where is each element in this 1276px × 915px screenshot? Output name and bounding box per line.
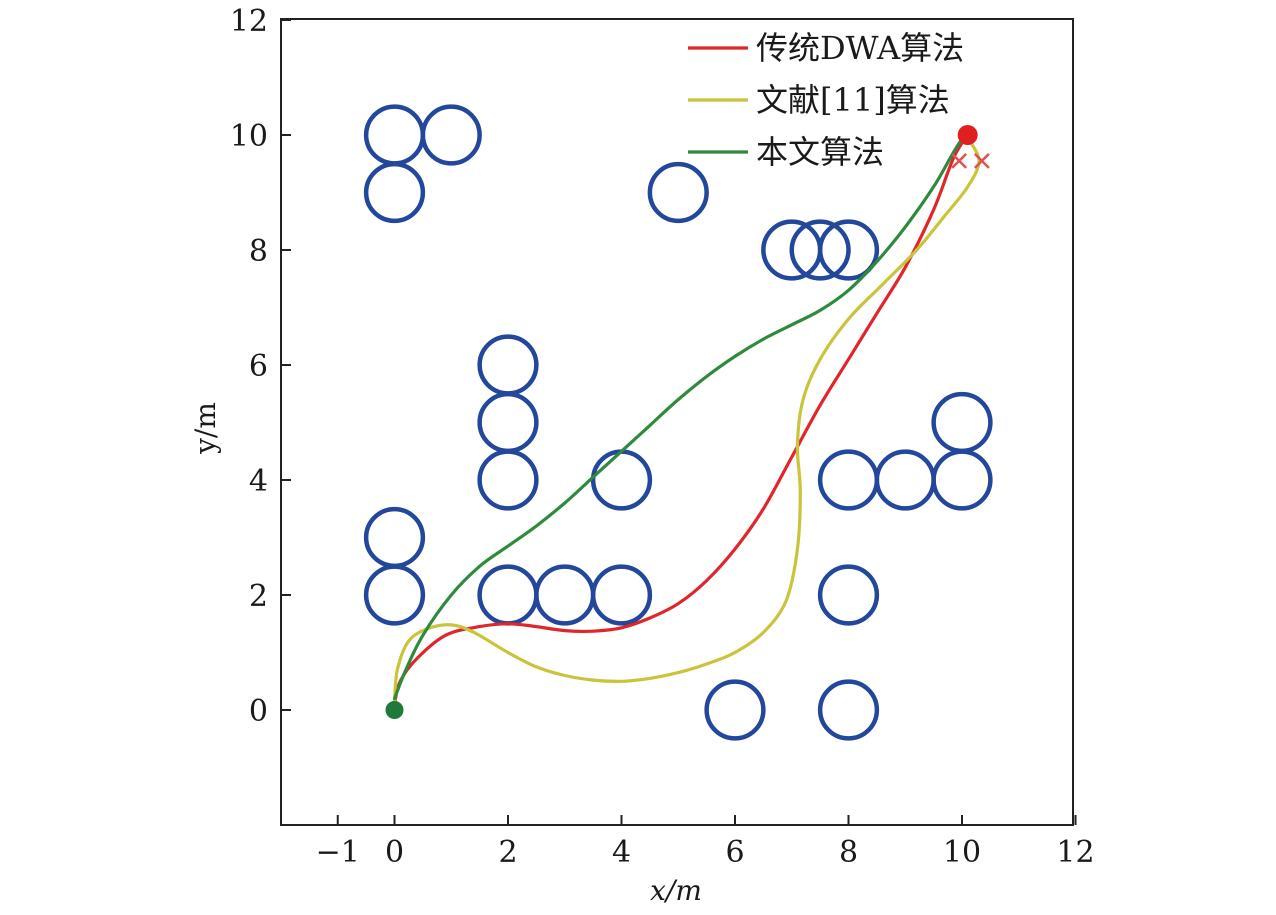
x-tick-label: 12	[1056, 835, 1094, 870]
x-axis-label: x/m	[650, 874, 702, 907]
obstacle-circle	[789, 219, 851, 281]
obstacle-circle	[420, 104, 482, 166]
y-tick-label: 0	[249, 694, 268, 729]
axis-ticks	[281, 19, 1077, 825]
obstacle-circle	[590, 449, 653, 511]
y-tick-label: 6	[249, 349, 268, 384]
path-layer	[392, 133, 981, 706]
legend-label: 传统DWA算法	[756, 29, 964, 67]
plot-frame	[280, 18, 1074, 826]
obstacle-circle	[477, 449, 539, 511]
y-tick-label: 2	[249, 579, 268, 614]
y-tick-label: 10	[230, 119, 268, 154]
y-tick-label: 4	[249, 464, 268, 499]
obstacle-circle	[363, 506, 426, 569]
obstacle-circle	[590, 564, 653, 626]
obstacle-circle	[931, 449, 993, 511]
obstacle-circle	[817, 449, 880, 511]
goal-cross-marker	[973, 152, 990, 169]
legend-label: 本文算法	[756, 133, 884, 171]
x-tick-label: 0	[385, 835, 404, 870]
obstacle-circle	[931, 391, 993, 454]
obstacle-circle	[817, 679, 880, 741]
series-line-2	[392, 136, 981, 703]
x-tick-label: 8	[839, 835, 858, 870]
x-tick-label: 10	[943, 835, 981, 870]
obstacle-circle	[477, 391, 539, 454]
y-tick-label: 12	[230, 4, 268, 39]
axis-tick-labels: −1 0 2 4 6 8 10 12 0 2 4 6 8 10 12	[230, 4, 1095, 870]
obstacle-circle	[477, 334, 539, 396]
legend-label: 文献[11]算法	[756, 81, 950, 119]
series-line-3	[392, 133, 967, 701]
obstacle-circle	[477, 564, 539, 626]
obstacle-circle	[363, 161, 426, 224]
obstacle-circle	[817, 564, 880, 626]
obstacle-circle	[874, 449, 936, 511]
obstacle-circle	[647, 161, 709, 224]
obstacle-circle	[363, 564, 426, 626]
goal-cross-marker	[951, 152, 968, 169]
y-tick-label: 8	[249, 234, 268, 269]
start-marker	[385, 701, 404, 719]
obstacle-circle	[817, 219, 880, 281]
x-tick-label: 6	[725, 835, 744, 870]
x-tick-label: 2	[498, 835, 517, 870]
marker-layer	[385, 125, 990, 719]
x-tick-label: −1	[316, 835, 360, 870]
obstacle-circle	[363, 104, 426, 166]
obstacle-layer	[363, 104, 993, 741]
series-line-1	[392, 133, 970, 706]
obstacle-circle	[534, 564, 596, 626]
y-axis-label: y/m	[189, 402, 222, 455]
goal-marker	[957, 125, 978, 145]
obstacle-circle	[704, 679, 766, 741]
x-tick-label: 4	[612, 835, 631, 870]
